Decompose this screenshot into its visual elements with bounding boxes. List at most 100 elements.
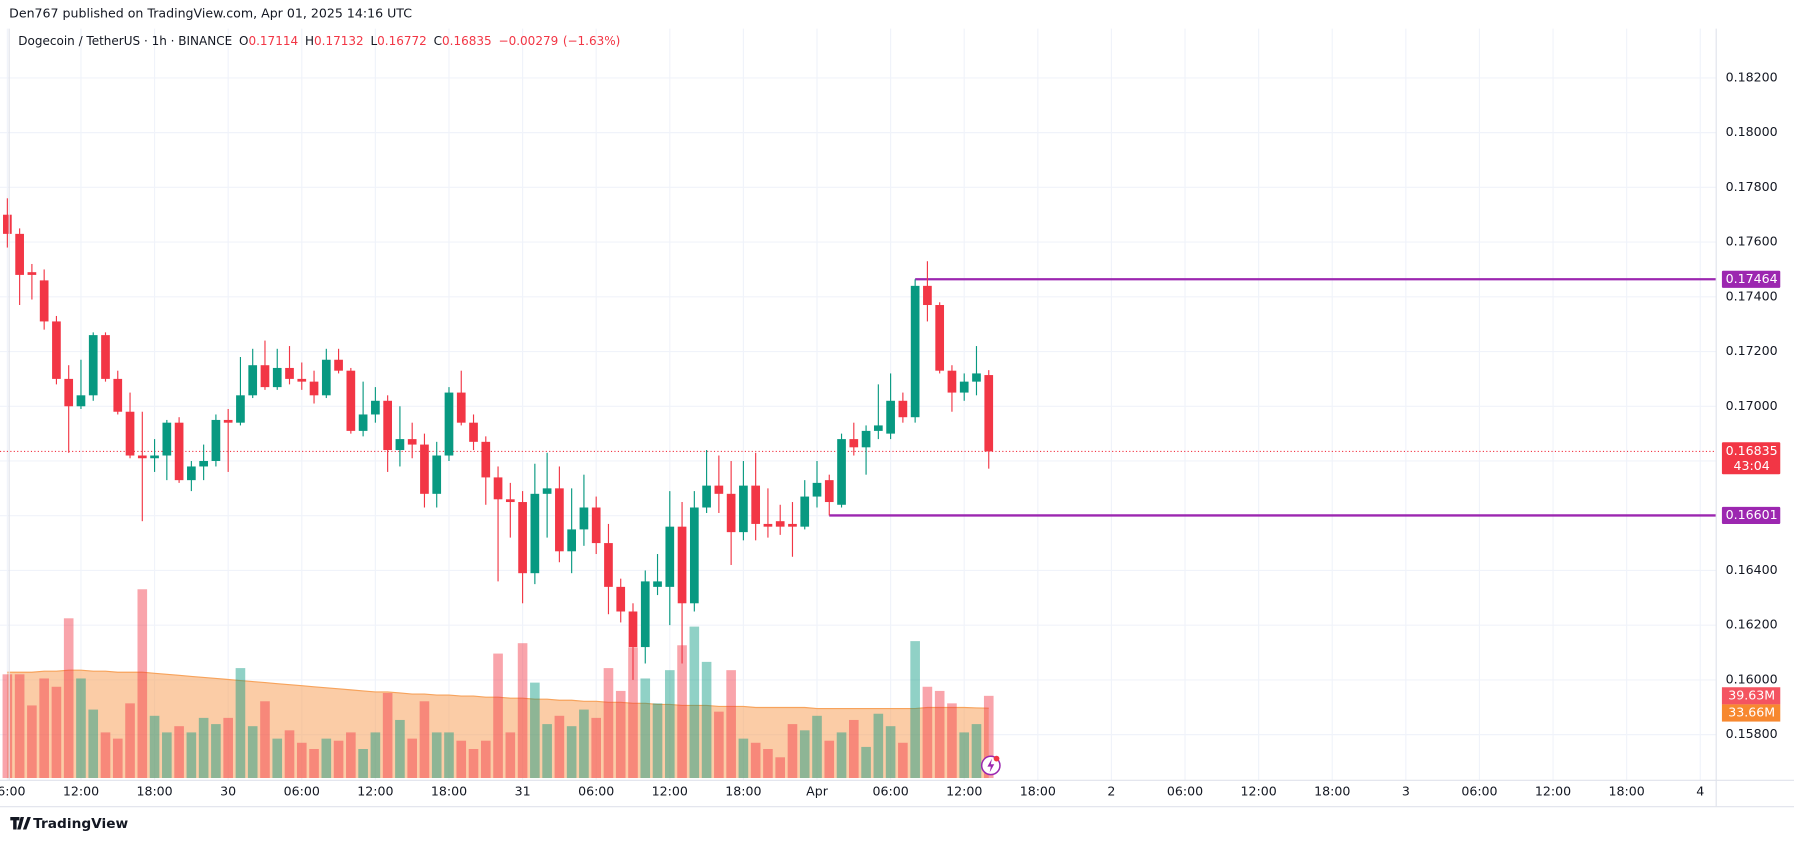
candle-body <box>861 430 871 448</box>
volume-bar <box>260 701 270 779</box>
countdown: 43:04 <box>1734 458 1770 473</box>
candle-body <box>371 400 380 415</box>
candle-body <box>420 444 429 494</box>
volume-bar <box>468 748 479 779</box>
candle-body <box>223 419 233 423</box>
volume-bar <box>812 715 822 779</box>
volume-ma-label-bg <box>1721 704 1781 722</box>
candle-body <box>849 439 859 448</box>
candle-body <box>824 480 834 503</box>
close-value: 0.16835 <box>442 34 492 48</box>
candle-body <box>530 493 540 574</box>
candle-body <box>358 414 368 431</box>
candle-body <box>763 523 773 527</box>
y-tick-label: 0.17200 <box>1726 343 1778 358</box>
volume-bar <box>407 738 417 779</box>
brand-logo <box>10 816 31 830</box>
volume-bar <box>566 726 577 779</box>
candle-body <box>383 400 392 451</box>
candle-body <box>27 272 37 275</box>
candle-body <box>947 370 957 393</box>
volume-bar <box>652 703 663 779</box>
volume-bar <box>726 670 736 779</box>
x-tick-label: 06:00 <box>1461 783 1497 798</box>
volume-bar <box>799 730 810 779</box>
candle-body <box>677 526 687 604</box>
candle-body <box>321 359 331 396</box>
candle-body <box>309 381 319 396</box>
volume-bar <box>431 732 442 779</box>
volume-bar <box>922 686 933 779</box>
volume-bar <box>137 589 148 779</box>
ohlc-letter: O <box>239 34 248 48</box>
volume-bar <box>284 730 295 779</box>
level-label: 0.17464 <box>1726 271 1778 286</box>
candle-body <box>150 455 159 459</box>
candle-body <box>689 507 699 604</box>
y-tick-label: 0.15800 <box>1726 726 1778 741</box>
volume-bar <box>296 742 307 779</box>
volume-bar <box>100 732 111 779</box>
y-tick-label: 0.17800 <box>1726 179 1778 194</box>
volume-bar <box>640 678 651 779</box>
last-price-label: 0.16835 <box>1726 443 1778 458</box>
candle-body <box>39 280 49 322</box>
candle-body <box>113 378 123 412</box>
x-tick-label: 31 <box>515 783 531 798</box>
brand: TradingView <box>10 816 129 832</box>
candle-body <box>726 493 736 533</box>
candle-body <box>898 400 908 418</box>
volume-bar <box>615 690 626 779</box>
volume-bar <box>112 738 123 779</box>
candle-body <box>125 411 135 456</box>
x-tick-label: 12:00 <box>63 783 99 798</box>
candle-body <box>567 529 577 552</box>
x-tick-label: 18:00 <box>1609 783 1645 798</box>
volume-bar <box>370 732 381 779</box>
x-tick-label: 18:00 <box>1020 783 1056 798</box>
volume-bar <box>358 748 368 779</box>
volume-bar <box>419 701 430 779</box>
volume-bar <box>346 732 356 779</box>
candle-body <box>346 370 356 431</box>
x-tick-label: 18:00 <box>1314 783 1350 798</box>
volume-bar <box>223 717 233 779</box>
candle-body <box>959 381 969 393</box>
candle-body <box>972 373 981 382</box>
y-tick-label: 0.17000 <box>1726 398 1778 413</box>
volume-ma-line <box>7 669 989 710</box>
x-tick-label: 2 <box>1107 783 1115 798</box>
candle-body <box>334 359 343 371</box>
volume-bar <box>272 738 283 779</box>
volume-bar <box>309 748 319 779</box>
candle-body <box>76 395 86 407</box>
volume-bar <box>333 740 344 779</box>
x-tick-label: 12:00 <box>1535 783 1571 798</box>
volume-bar <box>63 618 74 779</box>
candle-body <box>236 395 245 423</box>
candle-body <box>248 365 258 396</box>
ohlc-letter: C <box>434 34 442 48</box>
volume-ma-area <box>7 670 989 779</box>
volume-bar <box>591 717 601 779</box>
volume-bar <box>959 732 970 779</box>
volume-bar <box>934 690 945 779</box>
x-tick-label: 30 <box>220 783 236 798</box>
candle-body <box>923 285 932 306</box>
candle-body <box>137 455 147 459</box>
legend: Dogecoin / TetherUS · 1h · BINANCE O0.171… <box>18 34 620 48</box>
volume-bar <box>689 626 700 779</box>
volume-bar <box>247 726 258 779</box>
candle-body <box>456 392 466 423</box>
volume-bar <box>628 647 638 779</box>
volume-bar <box>983 695 994 779</box>
candle-body <box>886 400 895 434</box>
volume-bar <box>738 738 749 779</box>
candle-body <box>775 521 785 527</box>
volume-bar <box>395 719 405 779</box>
candle-body <box>187 466 196 481</box>
candle-body <box>101 335 110 379</box>
candle-body <box>174 422 184 481</box>
volume-bar <box>750 742 761 779</box>
